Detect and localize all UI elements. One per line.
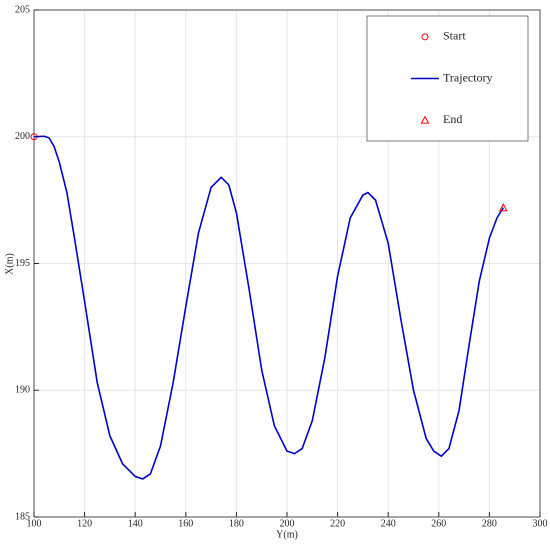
y-tick-label: 195	[15, 258, 30, 269]
x-tick-label: 300	[533, 518, 548, 529]
legend-label: End	[443, 112, 462, 126]
x-tick-label: 120	[77, 518, 92, 529]
y-tick-label: 205	[15, 4, 30, 15]
y-tick-label: 200	[15, 131, 30, 142]
x-tick-label: 180	[229, 518, 244, 529]
x-tick-label: 280	[482, 518, 497, 529]
x-tick-label: 100	[27, 518, 42, 529]
legend-key	[421, 33, 429, 41]
x-axis-label: Y(m)	[276, 529, 298, 540]
trajectory-line	[33, 135, 504, 480]
x-tick-label: 160	[178, 518, 193, 529]
point-marker	[498, 203, 508, 212]
legend-key	[420, 115, 430, 124]
x-tick-label: 260	[431, 518, 446, 529]
x-tick-label: 200	[280, 518, 295, 529]
y-tick-label: 190	[15, 385, 30, 396]
y-tick-label: 185	[15, 511, 30, 522]
y-axis-label: X(m)	[4, 253, 15, 275]
axes-box	[33, 9, 541, 518]
legend-box	[366, 15, 529, 142]
x-tick-label: 220	[330, 518, 345, 529]
legend-label: Trajectory	[443, 70, 493, 84]
x-tick-label: 140	[128, 518, 143, 529]
legend-label: Start	[443, 29, 466, 43]
x-tick-label: 240	[381, 518, 396, 529]
